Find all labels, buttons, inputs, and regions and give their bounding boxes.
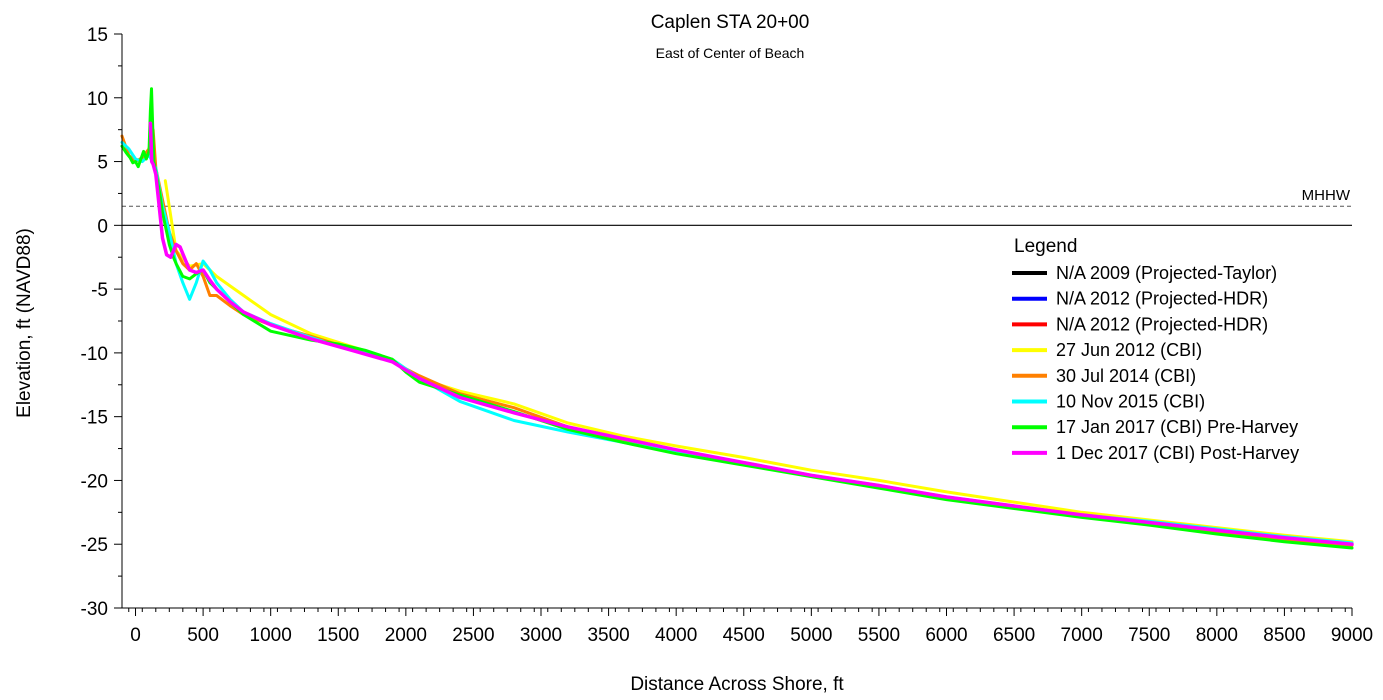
x-tick-label: 0 <box>130 625 141 646</box>
x-tick-label: 2500 <box>452 625 494 646</box>
legend-label-6: 17 Jan 2017 (CBI) Pre-Harvey <box>1056 417 1298 437</box>
series-line-7 <box>148 121 1354 546</box>
x-tick-label: 4500 <box>723 625 765 646</box>
x-axis-label: Distance Across Shore, ft <box>630 674 844 695</box>
chart-subtitle: East of Center of Beach <box>656 45 805 61</box>
y-tick-label: 10 <box>87 89 108 110</box>
x-tick-label: 9000 <box>1331 625 1373 646</box>
x-tick-label: 500 <box>187 625 219 646</box>
x-tick-label: 8000 <box>1196 625 1238 646</box>
x-tick-label: 2000 <box>385 625 427 646</box>
legend-label-3: 27 Jun 2012 (CBI) <box>1056 340 1202 360</box>
x-tick-label: 5000 <box>790 625 832 646</box>
y-tick-label: -30 <box>81 599 108 620</box>
x-tick-label: 3500 <box>587 625 629 646</box>
legend-label-0: N/A 2009 (Projected-Taylor) <box>1056 263 1277 283</box>
x-tick-label: 4000 <box>655 625 697 646</box>
y-tick-label: -20 <box>81 471 108 492</box>
y-tick-label: -25 <box>81 535 108 556</box>
legend-label-5: 10 Nov 2015 (CBI) <box>1056 392 1205 412</box>
legend-label-2: N/A 2012 (Projected-HDR) <box>1056 314 1268 334</box>
reference-label: MHHW <box>1302 187 1351 204</box>
x-tick-label: 1000 <box>250 625 292 646</box>
y-tick-label: 0 <box>97 216 108 237</box>
x-tick-label: 7000 <box>1061 625 1103 646</box>
axes: -30 -25 -20 -15 -10 -5 0 5 10 15 0 500 1000 1500 2000 2… <box>81 25 1374 646</box>
y-axis-label: Elevation, ft (NAVD88) <box>14 228 35 418</box>
x-tick-label: 5500 <box>858 625 900 646</box>
x-tick-label: 7500 <box>1128 625 1170 646</box>
x-tick-label: 1500 <box>317 625 359 646</box>
legend-label-1: N/A 2012 (Projected-HDR) <box>1056 289 1268 309</box>
y-tick-label: -10 <box>81 344 108 365</box>
legend-title: Legend <box>1014 236 1077 257</box>
legend: Legend N/A 2009 (Projected-Taylor) N/A 201… <box>1012 236 1299 463</box>
x-tick-label: 6500 <box>993 625 1035 646</box>
y-tick-label: -15 <box>81 408 108 429</box>
legend-label-4: 30 Jul 2014 (CBI) <box>1056 366 1196 386</box>
y-tick-label: -5 <box>91 280 108 301</box>
x-tick-label: 8500 <box>1263 625 1305 646</box>
legend-label-7: 1 Dec 2017 (CBI) Post-Harvey <box>1056 443 1299 463</box>
y-tick-label: 15 <box>87 25 108 46</box>
x-tick-label: 6000 <box>925 625 967 646</box>
x-tick-label: 3000 <box>520 625 562 646</box>
series-line-3 <box>163 179 1354 544</box>
chart-title: Caplen STA 20+00 <box>651 12 810 33</box>
plot-area: MHHW <box>120 87 1354 550</box>
y-tick-label: 5 <box>97 153 108 174</box>
